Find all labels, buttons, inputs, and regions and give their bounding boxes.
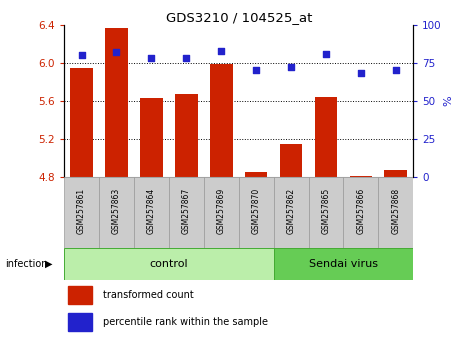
Bar — [379, 177, 413, 248]
Bar — [274, 177, 309, 248]
Bar — [64, 248, 274, 280]
Point — [357, 71, 365, 76]
Text: Sendai virus: Sendai virus — [309, 259, 378, 269]
Point — [322, 51, 330, 57]
Text: infection: infection — [5, 259, 47, 269]
Bar — [140, 98, 163, 177]
Bar — [280, 144, 303, 177]
Point — [113, 49, 120, 55]
Text: GSM257863: GSM257863 — [112, 188, 121, 234]
Bar — [175, 94, 198, 177]
Text: GSM257867: GSM257867 — [182, 188, 191, 234]
Text: ▶: ▶ — [45, 259, 53, 269]
Bar — [350, 176, 372, 177]
Text: control: control — [150, 259, 188, 269]
Point — [287, 64, 295, 70]
Bar — [238, 177, 274, 248]
Point — [148, 56, 155, 61]
Bar — [384, 170, 407, 177]
Text: GSM257869: GSM257869 — [217, 188, 226, 234]
Text: GSM257865: GSM257865 — [322, 188, 331, 234]
Bar — [169, 177, 204, 248]
Bar — [204, 177, 238, 248]
Bar — [314, 97, 337, 177]
Y-axis label: %: % — [443, 96, 453, 106]
Bar — [67, 286, 92, 304]
Bar — [343, 177, 379, 248]
Text: GSM257866: GSM257866 — [356, 188, 365, 234]
Bar — [274, 248, 413, 280]
Bar — [105, 28, 128, 177]
Text: GSM257862: GSM257862 — [286, 188, 295, 234]
Bar — [134, 177, 169, 248]
Bar — [210, 64, 233, 177]
Text: transformed count: transformed count — [103, 290, 193, 300]
Bar — [64, 177, 99, 248]
Text: GSM257870: GSM257870 — [252, 188, 261, 234]
Point — [252, 68, 260, 73]
Text: GSM257864: GSM257864 — [147, 188, 156, 234]
Bar — [309, 177, 343, 248]
Bar — [245, 172, 267, 177]
Text: GSM257861: GSM257861 — [77, 188, 86, 234]
Point — [78, 52, 86, 58]
Text: percentile rank within the sample: percentile rank within the sample — [103, 317, 267, 327]
Point — [392, 68, 399, 73]
Bar — [99, 177, 134, 248]
Point — [182, 56, 190, 61]
Point — [218, 48, 225, 53]
Bar — [70, 68, 93, 177]
Bar — [67, 313, 92, 331]
Text: GSM257868: GSM257868 — [391, 188, 400, 234]
Title: GDS3210 / 104525_at: GDS3210 / 104525_at — [165, 11, 312, 24]
